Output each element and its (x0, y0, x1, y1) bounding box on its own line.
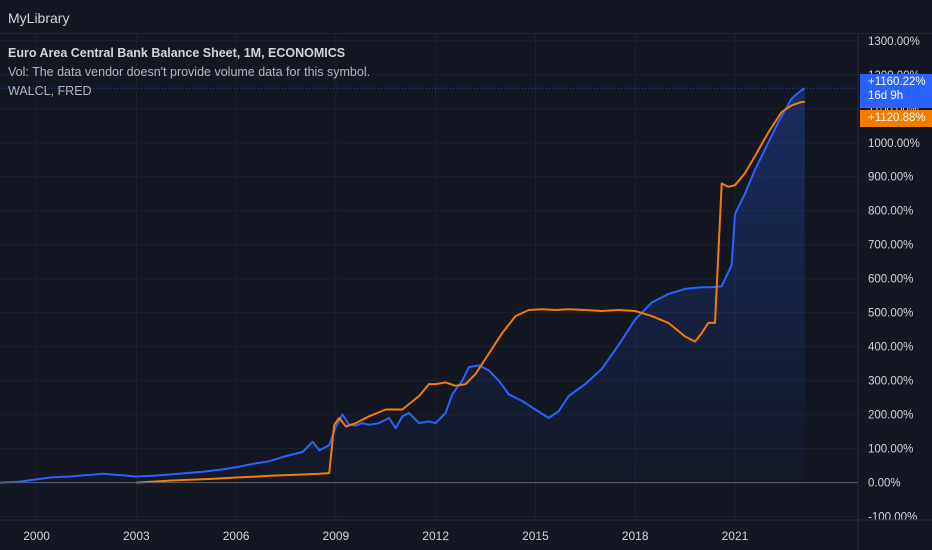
x-tick-label: 2012 (422, 529, 449, 543)
series-line-0 (0, 87, 806, 484)
y-tick-label: 400.00% (868, 342, 913, 354)
legend-compare-symbol[interactable]: WALCL, FRED (8, 84, 92, 98)
x-tick-label: 2009 (323, 529, 350, 543)
y-tick-label: 1300.00% (868, 36, 920, 48)
y-tick-label: 0.00% (868, 478, 901, 490)
x-tick-label: 2018 (622, 529, 649, 543)
blue-last-value: +1160.22% (868, 76, 926, 88)
y-tick-label: 700.00% (868, 240, 913, 252)
series-area-0 (0, 88, 805, 483)
legend-volume-note: Vol: The data vendor doesn't provide vol… (8, 65, 371, 79)
orange-last-value: +1120.88% (868, 112, 926, 124)
y-tick-label: 200.00% (868, 410, 913, 422)
top-bar: MyLibrary (0, 0, 932, 34)
series-area-fill (0, 88, 805, 483)
y-tick-label: 1000.00% (868, 138, 920, 150)
y-tick-label: 600.00% (868, 274, 913, 286)
x-tick-label: 2021 (722, 529, 749, 543)
blue-last-value-tag: +1160.22% 16d 9h (860, 74, 932, 108)
app-title[interactable]: MyLibrary (8, 10, 70, 26)
y-tick-label: 300.00% (868, 376, 913, 388)
y-tick-label: 900.00% (868, 172, 913, 184)
x-tick-label: 2000 (23, 529, 50, 543)
bar-countdown: 16d 9h (868, 90, 904, 102)
chart-axes: 2000 2003 2006 2009 2012 2015 2018 2021 -100.00%… (0, 34, 932, 550)
x-tick-label: 2003 (123, 529, 150, 543)
x-tick-label: 2006 (223, 529, 250, 543)
orange-last-value-tag: +1120.88% (860, 110, 932, 127)
y-tick-label: 500.00% (868, 308, 913, 320)
y-tick-label: 100.00% (868, 444, 913, 456)
series-line-1 (136, 101, 805, 484)
chart-legend: Euro Area Central Bank Balance Sheet, 1M… (8, 44, 370, 101)
legend-title[interactable]: Euro Area Central Bank Balance Sheet, 1M… (8, 46, 346, 60)
series-lines (0, 87, 806, 484)
y-tick-label: 800.00% (868, 206, 913, 218)
x-tick-label: 2015 (522, 529, 549, 543)
y-tick-label: -100.00% (868, 512, 917, 524)
